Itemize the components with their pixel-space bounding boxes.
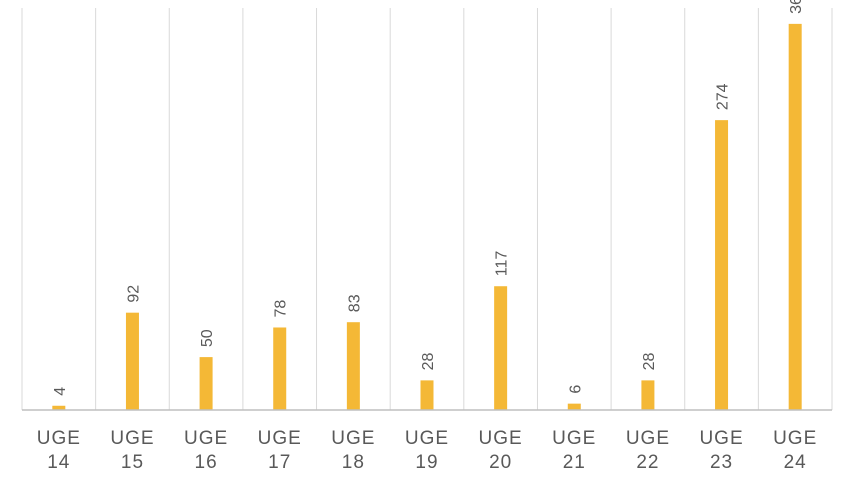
bar [125,312,139,410]
x-tick-label: UGE [479,428,523,449]
x-tick-label: 15 [121,452,144,473]
data-labels-group: 4 92 50 78 83 28 117 6 28 274 365 [52,0,805,396]
bar [420,380,434,410]
data-label: 92 [125,285,142,303]
x-tick-label: UGE [552,428,596,449]
data-label: 365 [788,0,805,14]
x-tick-label: UGE [699,428,743,449]
x-tick-label: 19 [415,452,438,473]
x-tick-label: 20 [489,452,512,473]
x-tick-label: UGE [110,428,154,449]
data-label: 50 [199,329,216,347]
x-tick-label: UGE [331,428,375,449]
x-tick-label: 23 [710,452,733,473]
x-tick-label: UGE [37,428,81,449]
bar [346,322,360,410]
x-tick-label: 21 [563,452,586,473]
category-gridlines [21,8,833,410]
bar [641,380,655,410]
data-label: 4 [52,387,69,396]
data-label: 6 [567,385,584,394]
x-tick-label: 18 [342,452,365,473]
bar [567,403,581,410]
x-tick-label: UGE [184,428,228,449]
data-label: 28 [420,352,437,370]
x-tick-label: 16 [195,452,218,473]
bar [715,120,729,410]
data-label: 28 [641,352,658,370]
x-tick-label: 24 [784,452,807,473]
bar [52,405,66,410]
bar [273,327,287,410]
bars-group [52,23,802,411]
x-tick-label: 17 [268,452,291,473]
x-tick-label: 14 [47,452,70,473]
x-tick-label: UGE [626,428,670,449]
data-label: 117 [494,251,511,277]
x-tick-label: UGE [258,428,302,449]
x-tick-label: UGE [773,428,817,449]
bar [199,357,213,410]
data-label: 78 [273,300,290,318]
x-tick-label: UGE [405,428,449,449]
data-label: 83 [346,294,363,312]
bar [494,286,508,410]
bar [788,23,802,411]
x-tick-label: 22 [636,452,659,473]
x-tick-labels-group: UGE 14 UGE 15 UGE 16 UGE 17 UGE 18 UGE 19 UGE 20 UGE 21… [37,428,817,473]
data-label: 274 [715,83,732,110]
